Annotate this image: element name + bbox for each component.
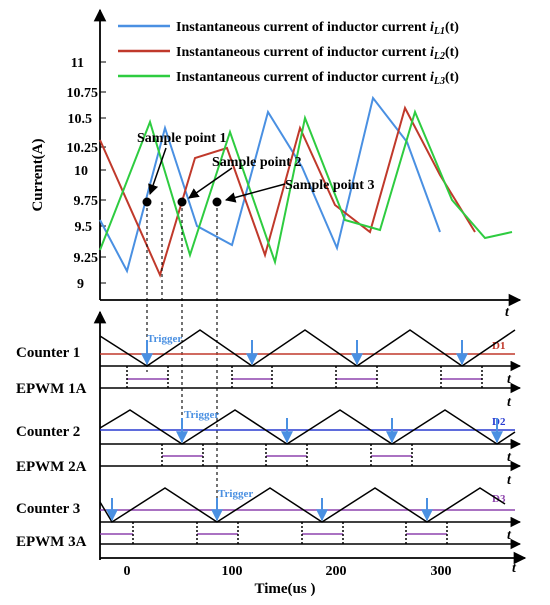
counter-2-row: Counter 2 D2 Trigger EPWM 2A t t [16, 409, 522, 488]
counter-3-row: Counter 3 D3 Trigger EPWM 3A t [16, 487, 522, 550]
svg-text:t: t [507, 473, 512, 488]
time-tick-100: 100 [222, 564, 243, 579]
counter-1-label: Counter 1 [16, 345, 80, 361]
trigger-label-1: Trigger [147, 333, 182, 345]
time-axis-title: Time(us ) [255, 581, 316, 597]
sample-point-3-label: Sample point 3 [285, 178, 374, 193]
trigger-label-2: Trigger [184, 409, 219, 421]
time-axis: t 0 100 200 300 Time(us ) [100, 551, 527, 597]
current-t-label: t [505, 305, 510, 320]
counter-1-triangle [99, 329, 516, 367]
epwm-1a-label: EPWM 1A [16, 381, 87, 397]
sample-point-2-marker [177, 197, 187, 207]
current-y-ticks: 9 9.25 9.5 9.75 10 10.25 10.5 10.75 11 [67, 56, 106, 292]
y-tick: 9.5 [75, 220, 93, 235]
y-tick: 11 [71, 56, 84, 71]
counter-3-triangle [99, 487, 506, 524]
inductor-current-iL2-line [99, 105, 476, 278]
sample-point-3-marker [212, 197, 222, 207]
epwm-1a-pulses [126, 366, 483, 388]
current-y-title: Current(A) [30, 138, 46, 211]
epwm-2a-label: EPWM 2A [16, 459, 87, 475]
epwm-2a-pulses [161, 444, 413, 466]
inductor-current-iL3-line [99, 109, 513, 266]
counter-panel: Counter 1 D1 Trigger EPWM 1A t t Counter [16, 310, 527, 597]
legend-entry-iL1: Instantaneous current of inductor curren… [176, 20, 459, 37]
trigger-label-3: Trigger [218, 488, 253, 500]
svg-text:t: t [507, 395, 512, 410]
counter-1-row: Counter 1 D1 Trigger EPWM 1A t t [16, 329, 522, 410]
legend: Instantaneous current of inductor curren… [118, 20, 459, 87]
duty-label-d2: D2 [492, 416, 506, 428]
time-t-label: t [512, 561, 517, 576]
y-tick: 9 [77, 277, 84, 292]
y-tick: 10 [74, 164, 88, 179]
y-tick: 9.75 [74, 194, 99, 209]
time-tick-300: 300 [431, 564, 452, 579]
inductor-current-iL1-line [99, 95, 441, 274]
y-tick: 10.25 [67, 141, 99, 156]
y-tick: 10.75 [67, 86, 99, 101]
legend-entry-iL3: Instantaneous current of inductor curren… [176, 70, 459, 87]
counter-3-label: Counter 3 [16, 501, 80, 517]
sample-points: Sample point 1 Sample point 2 Sample poi… [137, 131, 374, 520]
counter-2-label: Counter 2 [16, 424, 80, 440]
sample-point-1-label: Sample point 1 [137, 131, 226, 146]
time-tick-0: 0 [124, 564, 131, 579]
sample-point-2-label: Sample point 2 [212, 155, 301, 170]
time-tick-200: 200 [326, 564, 347, 579]
y-tick: 10.5 [68, 112, 93, 127]
legend-entry-iL2: Instantaneous current of inductor curren… [176, 45, 459, 62]
svg-text:t: t [507, 450, 512, 465]
epwm-3a-label: EPWM 3A [16, 534, 87, 550]
current-plot: t Current(A) 9 9.25 9.5 9.75 10 10.25 10… [30, 8, 522, 520]
y-tick: 9.25 [74, 251, 99, 266]
svg-text:t: t [507, 372, 512, 387]
counter-2-triangle [99, 409, 516, 445]
epwm-3a-pulses [100, 522, 448, 544]
sample-point-1-marker [142, 197, 152, 207]
svg-text:t: t [507, 528, 512, 543]
